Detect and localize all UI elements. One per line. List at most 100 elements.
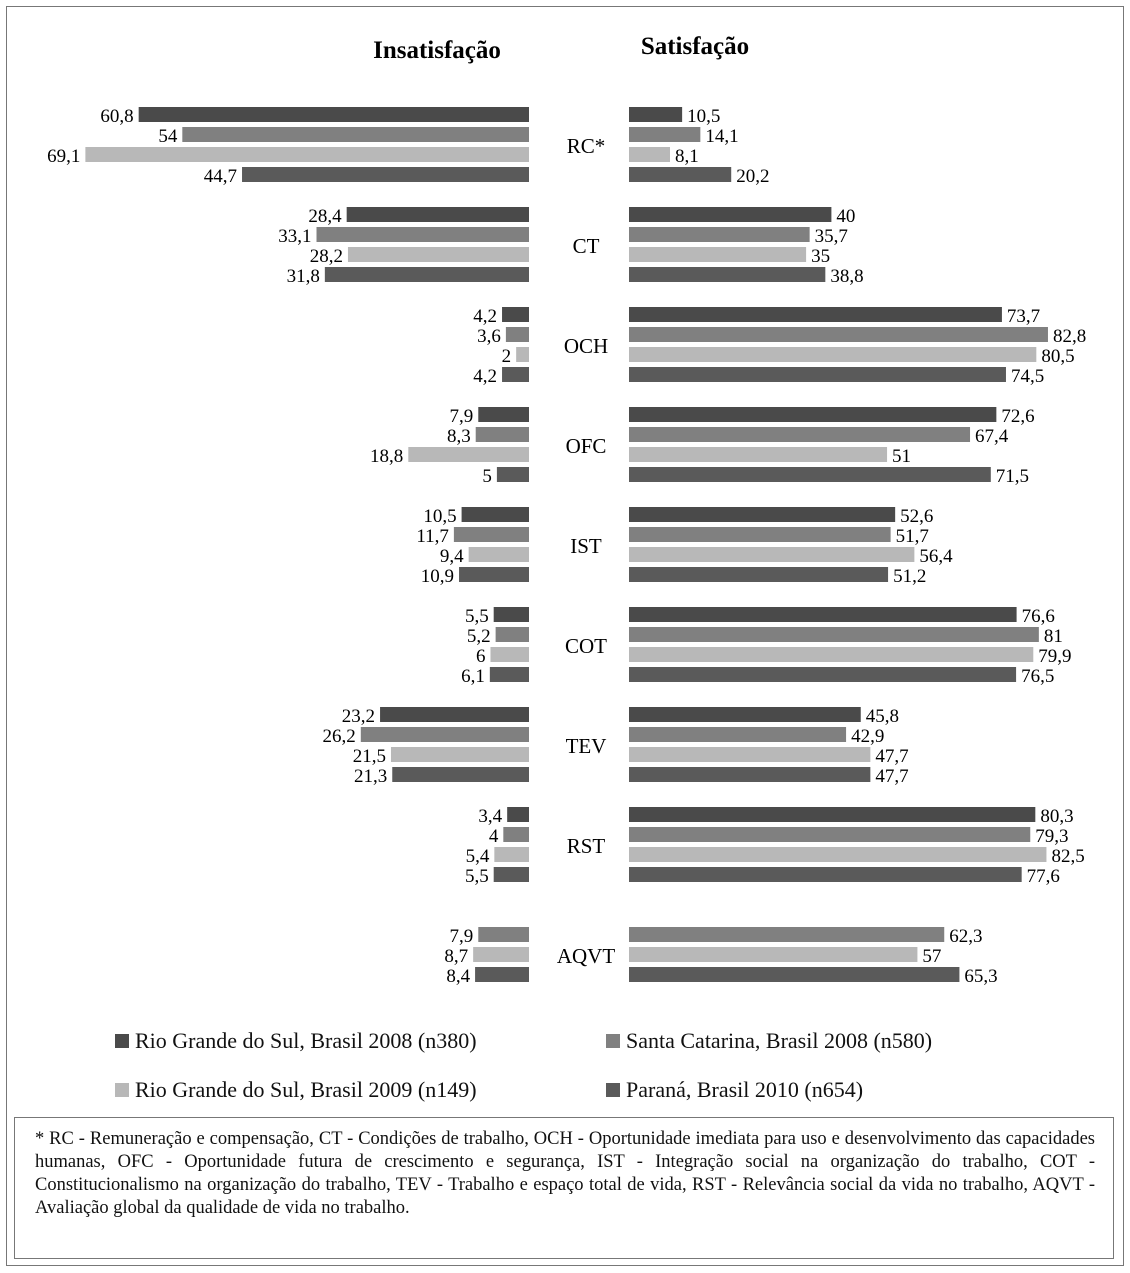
bar-satisfacao-5-2 [629,647,1034,662]
label-insatisfacao-5-2: 6 [476,646,486,667]
label-insatisfacao-0-1: 54 [158,126,178,147]
label-insatisfacao-7-3: 5,5 [465,866,489,887]
label-insatisfacao-8-1: 7,9 [450,926,474,947]
category-label-5: COT [565,634,607,658]
label-satisfacao-6-0: 45,8 [866,706,899,727]
bar-satisfacao-7-3 [629,867,1022,882]
category-label-4: IST [570,534,602,558]
category-label-7: RST [567,834,606,858]
bar-insatisfacao-6-3 [392,767,529,782]
bar-satisfacao-1-1 [629,227,810,242]
label-insatisfacao-3-1: 8,3 [447,426,471,447]
label-insatisfacao-6-3: 21,3 [354,766,387,787]
category-label-6: TEV [566,734,607,758]
label-insatisfacao-8-3: 8,4 [446,966,470,987]
legend-item-rs-2008: Rio Grande do Sul, Brasil 2008 (n380) [115,1028,477,1054]
label-satisfacao-3-2: 51 [892,446,911,467]
legend-swatch-sc-2008 [606,1034,620,1048]
bar-satisfacao-5-3 [629,667,1017,682]
label-satisfacao-5-2: 79,9 [1038,646,1071,667]
label-satisfacao-8-1: 62,3 [949,926,982,947]
bar-satisfacao-3-2 [629,447,888,462]
bar-insatisfacao-2-1 [505,327,529,342]
bar-insatisfacao-7-1 [503,827,529,842]
bar-insatisfacao-8-2 [473,947,529,962]
bar-satisfacao-4-2 [629,547,915,562]
label-insatisfacao-5-0: 5,5 [465,606,489,627]
label-insatisfacao-2-1: 3,6 [477,326,501,347]
bar-satisfacao-6-3 [629,767,871,782]
label-satisfacao-3-1: 67,4 [975,426,1009,447]
label-satisfacao-7-0: 80,3 [1040,806,1073,827]
bar-insatisfacao-5-3 [489,667,529,682]
bar-insatisfacao-1-2 [347,247,529,262]
bar-satisfacao-2-3 [629,367,1006,382]
label-insatisfacao-1-1: 33,1 [278,226,311,247]
legend-label: Rio Grande do Sul, Brasil 2009 (n149) [135,1077,477,1102]
bar-insatisfacao-2-2 [516,347,529,362]
bar-insatisfacao-4-3 [459,567,529,582]
bar-insatisfacao-4-1 [453,527,529,542]
bar-satisfacao-1-0 [629,207,832,222]
category-label-3: OFC [566,434,607,458]
legend-label: Santa Catarina, Brasil 2008 (n580) [626,1028,933,1053]
bar-insatisfacao-0-2 [85,147,530,162]
label-insatisfacao-5-3: 6,1 [461,666,485,687]
label-satisfacao-2-1: 82,8 [1053,326,1086,347]
bar-insatisfacao-0-1 [182,127,529,142]
label-insatisfacao-7-1: 4 [489,826,499,847]
bar-satisfacao-1-2 [629,247,807,262]
label-satisfacao-8-3: 65,3 [964,966,997,987]
label-satisfacao-1-0: 40 [836,206,855,227]
label-satisfacao-5-3: 76,5 [1021,666,1054,687]
label-insatisfacao-2-2: 2 [502,346,512,367]
label-insatisfacao-7-0: 3,4 [478,806,502,827]
legend-label: Paraná, Brasil 2010 (n654) [626,1077,864,1102]
diverging-bar-chart: Insatisfação Satisfação 60,8 10,554 14,169… [47,33,1086,987]
bar-insatisfacao-7-3 [493,867,529,882]
label-insatisfacao-4-2: 9,4 [440,546,464,567]
label-satisfacao-7-1: 79,3 [1035,826,1068,847]
label-satisfacao-7-2: 82,5 [1051,846,1084,867]
label-satisfacao-2-0: 73,7 [1007,306,1040,327]
bars-group: 60,8 10,554 14,169,1 8,144,7 20,2RC*28,4 4033… [47,106,1086,987]
label-insatisfacao-3-0: 7,9 [450,406,474,427]
bar-satisfacao-0-2 [629,147,670,162]
label-satisfacao-0-0: 10,5 [687,106,720,127]
category-label-0: RC* [567,134,606,158]
bar-insatisfacao-0-0 [138,107,529,122]
bar-insatisfacao-5-2 [490,647,529,662]
bar-satisfacao-0-3 [629,167,732,182]
bar-insatisfacao-3-2 [408,447,529,462]
label-insatisfacao-3-3: 5 [482,466,492,487]
label-satisfacao-0-2: 8,1 [675,146,699,167]
bar-satisfacao-4-0 [629,507,896,522]
label-satisfacao-1-2: 35 [811,246,830,267]
legend-swatch-pr-2010 [606,1083,620,1097]
title-satisfacao: Satisfação [641,33,749,60]
label-satisfacao-5-1: 81 [1044,626,1063,647]
bar-insatisfacao-6-0 [380,707,529,722]
label-satisfacao-4-2: 56,4 [919,546,953,567]
bar-satisfacao-5-0 [629,607,1017,622]
category-label-1: CT [573,234,600,258]
bar-satisfacao-4-1 [629,527,891,542]
label-insatisfacao-4-0: 10,5 [423,506,456,527]
label-insatisfacao-1-0: 28,4 [308,206,342,227]
label-satisfacao-7-3: 77,6 [1027,866,1060,887]
label-insatisfacao-7-2: 5,4 [466,846,490,867]
label-insatisfacao-6-0: 23,2 [342,706,375,727]
label-insatisfacao-1-3: 31,8 [287,266,320,287]
bar-insatisfacao-4-2 [468,547,529,562]
bar-satisfacao-7-1 [629,827,1031,842]
bar-satisfacao-3-1 [629,427,971,442]
category-label-2: OCH [564,334,608,358]
label-satisfacao-2-2: 80,5 [1041,346,1074,367]
bar-insatisfacao-7-2 [494,847,529,862]
legend-swatch-rs-2009 [115,1083,129,1097]
bar-insatisfacao-7-0 [507,807,529,822]
label-insatisfacao-4-3: 10,9 [421,566,454,587]
legend-item-sc-2008: Santa Catarina, Brasil 2008 (n580) [606,1028,932,1054]
bar-insatisfacao-4-0 [461,507,529,522]
label-satisfacao-0-3: 20,2 [736,166,769,187]
